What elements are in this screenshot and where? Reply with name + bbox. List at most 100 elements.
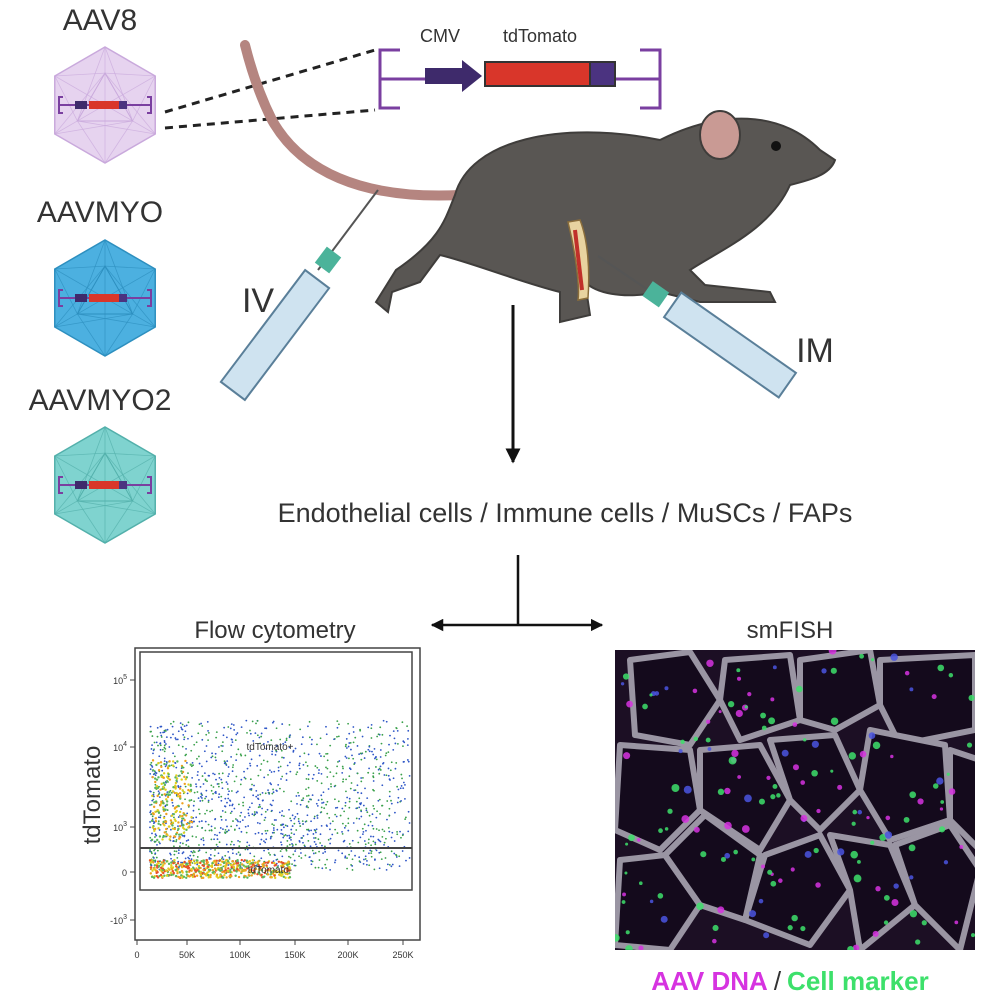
- event: [226, 860, 230, 863]
- event: [295, 829, 298, 831]
- event: [217, 785, 220, 788]
- event: [370, 737, 373, 739]
- event: [221, 787, 224, 790]
- event: [243, 770, 245, 773]
- event: [180, 833, 183, 836]
- event: [395, 762, 398, 764]
- event: [150, 864, 153, 867]
- signal: [872, 741, 881, 750]
- event: [304, 854, 307, 857]
- event: [291, 825, 294, 827]
- event: [210, 756, 213, 759]
- event: [152, 867, 156, 871]
- event: [277, 860, 281, 863]
- event: [178, 837, 181, 840]
- event: [237, 851, 240, 854]
- signal: [770, 794, 776, 800]
- event: [356, 784, 359, 787]
- capsid-edge: [77, 268, 156, 315]
- event: [266, 808, 269, 811]
- gate-label: tdTomato+: [247, 742, 294, 753]
- event: [209, 868, 212, 872]
- event: [211, 798, 213, 800]
- event: [302, 797, 305, 800]
- event: [212, 792, 214, 795]
- event: [216, 834, 218, 837]
- event: [349, 741, 352, 744]
- event: [267, 868, 270, 871]
- event: [242, 868, 245, 872]
- event: [210, 829, 213, 831]
- event: [227, 788, 229, 790]
- event: [186, 761, 188, 764]
- event: [155, 834, 158, 837]
- event: [159, 873, 163, 877]
- event: [207, 799, 210, 802]
- event: [257, 798, 260, 801]
- event: [269, 836, 272, 838]
- event: [315, 802, 318, 805]
- event: [231, 741, 234, 744]
- event: [235, 866, 239, 869]
- event: [188, 857, 191, 860]
- event: [269, 803, 272, 806]
- event: [190, 858, 193, 861]
- event: [173, 791, 177, 795]
- event: [407, 729, 410, 732]
- event: [168, 790, 171, 794]
- tick-base: 10: [113, 676, 123, 686]
- event: [161, 787, 164, 791]
- event: [221, 781, 223, 784]
- event: [245, 859, 249, 862]
- event: [174, 868, 177, 872]
- capsid-edge: [77, 120, 156, 135]
- event: [173, 818, 176, 821]
- event: [297, 791, 299, 794]
- event: [284, 834, 287, 836]
- event: [213, 854, 216, 857]
- event: [259, 769, 262, 771]
- x-tick-label: 0: [134, 950, 139, 960]
- event: [210, 789, 213, 792]
- event: [294, 815, 297, 818]
- event: [235, 753, 238, 756]
- event: [197, 771, 199, 773]
- event: [363, 840, 366, 842]
- event: [203, 750, 206, 753]
- event: [282, 861, 285, 865]
- event: [187, 866, 191, 870]
- event: [154, 786, 158, 790]
- event: [239, 861, 242, 864]
- event: [365, 863, 368, 866]
- event: [201, 871, 204, 875]
- event: [205, 789, 208, 792]
- event: [285, 737, 288, 740]
- cell-outline: [857, 727, 953, 843]
- event: [218, 772, 221, 775]
- signal: [683, 785, 692, 794]
- event: [239, 783, 242, 786]
- signal: [718, 710, 722, 714]
- event: [179, 785, 182, 788]
- event: [321, 844, 323, 847]
- event: [245, 719, 248, 722]
- event: [302, 823, 304, 825]
- event: [407, 760, 410, 763]
- event: [289, 817, 292, 820]
- event: [163, 760, 166, 763]
- event: [292, 749, 295, 752]
- event: [152, 861, 155, 864]
- event: [249, 778, 252, 781]
- event: [300, 852, 302, 854]
- cell-outline: [615, 742, 703, 853]
- event: [387, 826, 390, 829]
- event: [221, 876, 224, 879]
- event: [230, 840, 233, 843]
- event: [170, 873, 173, 877]
- event: [230, 825, 233, 828]
- event: [372, 827, 375, 830]
- event: [281, 833, 284, 836]
- signal: [872, 930, 879, 937]
- signal: [664, 686, 669, 691]
- gate: [139, 651, 413, 891]
